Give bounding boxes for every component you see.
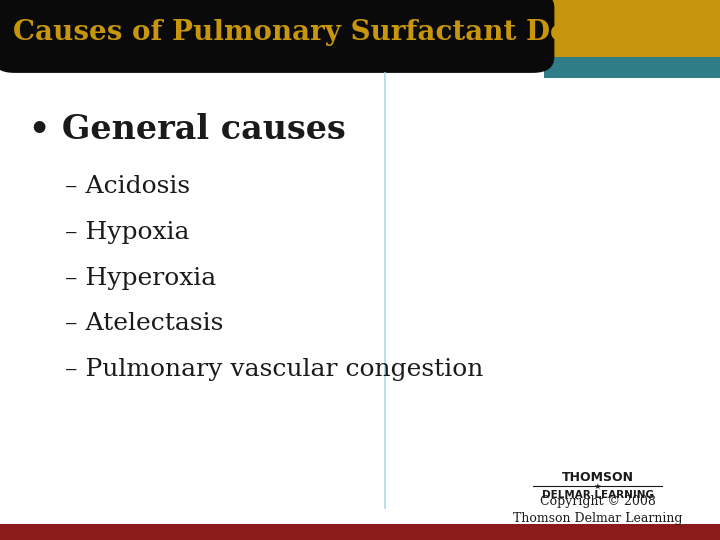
Text: – Pulmonary vascular congestion: – Pulmonary vascular congestion — [65, 359, 483, 381]
Bar — [544, 57, 720, 78]
Text: – Atelectasis: – Atelectasis — [65, 313, 223, 335]
FancyBboxPatch shape — [0, 0, 554, 73]
Text: – Hypoxia: – Hypoxia — [65, 221, 189, 244]
Text: – Acidosis: – Acidosis — [65, 175, 190, 198]
Text: – Hyperoxia: – Hyperoxia — [65, 267, 216, 289]
Text: • General causes: • General causes — [29, 113, 346, 146]
Text: Copyright © 2008
Thomson Delmar Learning: Copyright © 2008 Thomson Delmar Learning — [513, 495, 683, 525]
Text: DELMAR LEARNING: DELMAR LEARNING — [541, 490, 654, 500]
Text: Causes of Pulmonary Surfactant Deficiency: Causes of Pulmonary Surfactant Deficienc… — [13, 19, 689, 46]
Bar — [544, 0, 720, 57]
Text: ★: ★ — [594, 482, 601, 490]
Text: THOMSON: THOMSON — [562, 471, 634, 484]
Bar — [0, 524, 720, 540]
